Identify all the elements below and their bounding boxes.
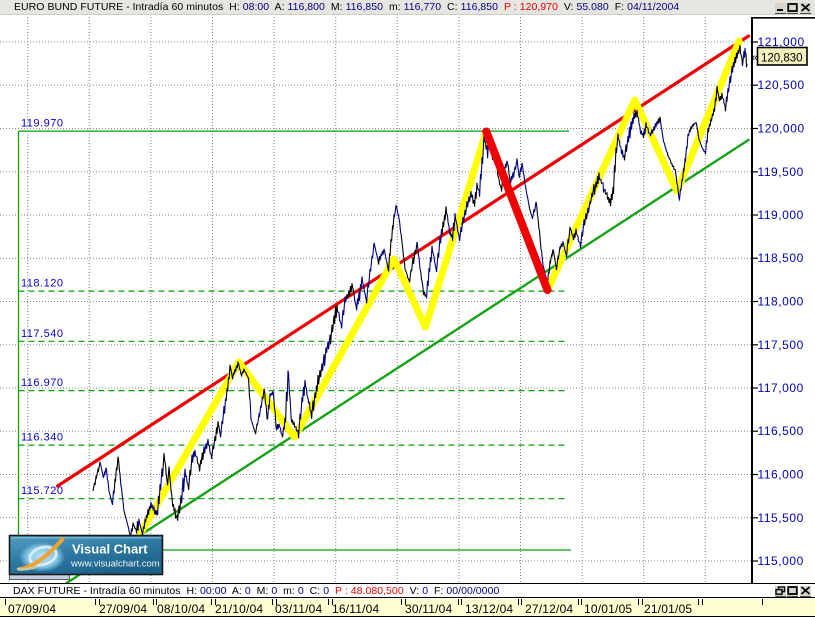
svg-text:115,000: 115,000 [758, 554, 804, 568]
svg-text:Visual Chart: Visual Chart [72, 542, 148, 557]
svg-text:www.visualchart.com: www.visualchart.com [70, 559, 160, 570]
svg-text:121,000: 121,000 [758, 35, 805, 49]
svg-text:119.970: 119.970 [21, 118, 63, 130]
svg-text:120,830: 120,830 [761, 53, 803, 65]
svg-text:120,000: 120,000 [758, 122, 805, 136]
svg-text:119,000: 119,000 [758, 208, 804, 222]
svg-text:116,000: 116,000 [758, 468, 804, 482]
svg-text:116,500: 116,500 [758, 424, 804, 438]
svg-text:115.720: 115.720 [21, 485, 63, 497]
svg-text:119,500: 119,500 [758, 165, 804, 179]
svg-text:116.340: 116.340 [21, 432, 63, 444]
svg-text:115,500: 115,500 [758, 511, 804, 525]
svg-text:118,500: 118,500 [758, 251, 804, 265]
svg-text:117.540: 117.540 [21, 328, 63, 340]
svg-text:«: « [752, 52, 758, 64]
svg-text:120,500: 120,500 [758, 78, 805, 92]
svg-text:118.120: 118.120 [21, 278, 63, 290]
svg-text:117,500: 117,500 [758, 338, 804, 352]
svg-text:118,000: 118,000 [758, 295, 804, 309]
svg-text:117,000: 117,000 [758, 381, 804, 395]
svg-text:116.970: 116.970 [21, 377, 63, 389]
